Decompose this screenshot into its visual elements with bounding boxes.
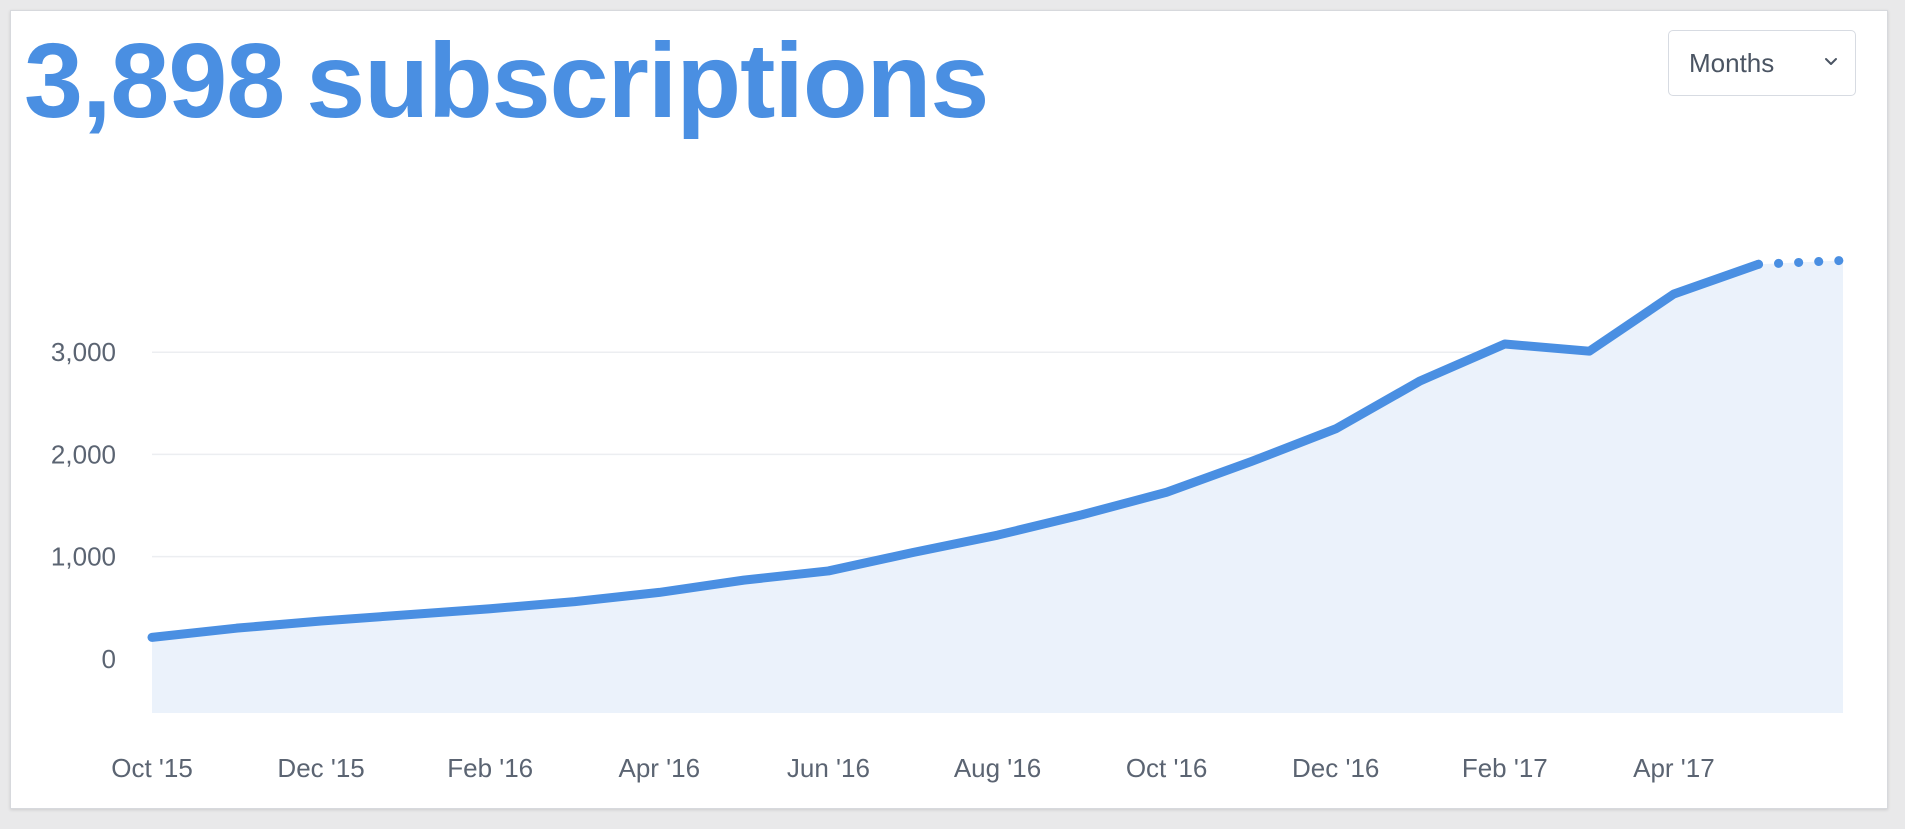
series-line: [147, 259, 1763, 642]
line-layer: [147, 255, 1848, 642]
y-tick-label: 1,000: [51, 542, 116, 572]
x-tick-label: Oct '16: [1126, 753, 1208, 783]
projected-series-line: [1753, 255, 1848, 269]
x-tick-label: Jun '16: [787, 753, 870, 783]
period-select-value: Months: [1689, 47, 1775, 78]
x-tick-label: Apr '17: [1633, 753, 1715, 783]
x-axis-ticks: Oct '15 Dec '15 Feb '16 Apr '16 Jun '16 Aug '…: [111, 753, 1714, 783]
y-axis-ticks: 0 1,000 2,000 3,000: [51, 337, 116, 674]
subscriptions-label: subscriptions: [306, 22, 989, 140]
y-tick-label: 3,000: [51, 337, 116, 367]
y-tick-label: 0: [102, 644, 116, 674]
subscriptions-headline: 3,898 subscriptions: [24, 28, 989, 134]
series-area: [152, 260, 1843, 713]
x-tick-label: Oct '15: [111, 753, 193, 783]
x-tick-label: Dec '15: [277, 753, 364, 783]
x-tick-label: Dec '16: [1292, 753, 1379, 783]
x-tick-label: Feb '17: [1462, 753, 1548, 783]
y-tick-label: 2,000: [51, 439, 116, 469]
period-select[interactable]: Months: [1668, 30, 1856, 96]
subscription-count: 3,898: [24, 22, 285, 140]
chevron-down-icon: [1825, 58, 1837, 65]
x-tick-label: Apr '16: [619, 753, 701, 783]
x-tick-label: Aug '16: [954, 753, 1041, 783]
area-fill-layer: [152, 260, 1843, 713]
x-tick-label: Feb '16: [447, 753, 533, 783]
